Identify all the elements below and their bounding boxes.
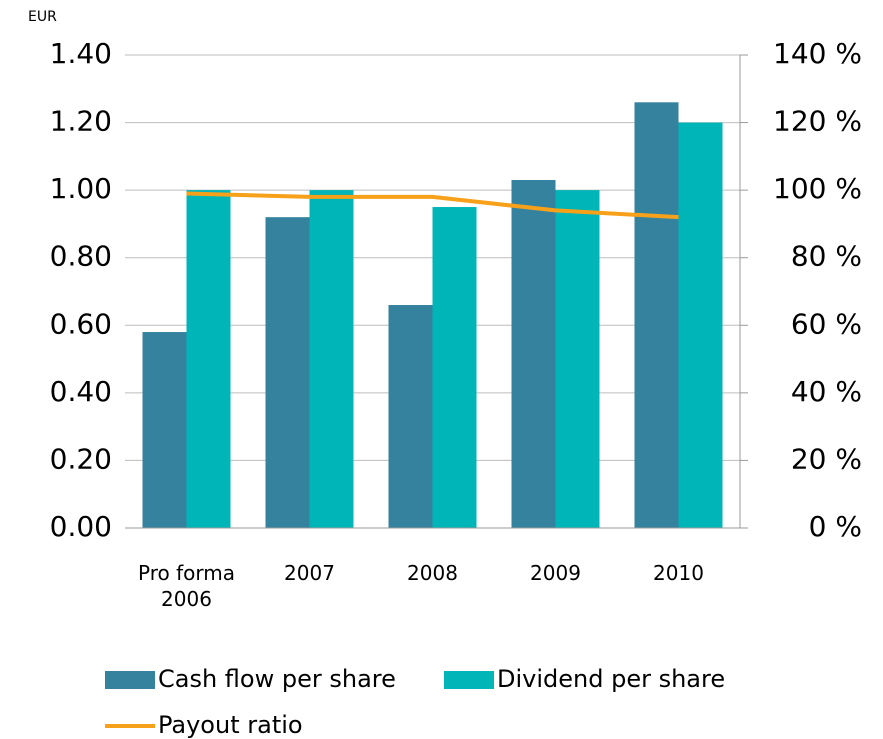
y-tick-label: 0.60 — [50, 307, 112, 340]
bar — [186, 190, 231, 528]
y2-tick-label: 100 % — [773, 172, 862, 205]
y-tick-label: 0.80 — [50, 240, 112, 273]
y2-tick-label: 120 % — [773, 105, 862, 138]
bar — [265, 217, 310, 528]
y-tick-label: 0.20 — [50, 442, 112, 475]
y2-tick-label: 0 % — [809, 510, 862, 543]
bar — [142, 332, 187, 528]
legend-swatch — [444, 671, 494, 689]
bar — [432, 207, 477, 529]
legend-swatch — [105, 671, 155, 689]
x-tick-label: 2010 — [653, 561, 704, 585]
y2-tick-label: 140 % — [773, 37, 862, 70]
bar — [511, 180, 556, 528]
y2-tick-label: 20 % — [791, 442, 862, 475]
x-tick-label: Pro forma 2006 — [138, 561, 235, 611]
y-unit: EUR — [28, 9, 57, 25]
y2-tick-label: 80 % — [791, 240, 862, 273]
y-tick-label: 0.00 — [50, 510, 112, 543]
y2-tick-label: 60 % — [791, 307, 862, 340]
x-tick-label: 2008 — [407, 561, 458, 585]
y-tick-label: 1.00 — [50, 172, 112, 205]
x-tick-label: 2007 — [284, 561, 335, 585]
legend-label: Dividend per share — [497, 665, 725, 693]
line — [186, 191, 679, 220]
bar — [388, 305, 433, 528]
x-tick-label: 2009 — [530, 561, 581, 585]
legend-label: Cash flow per share — [158, 665, 396, 693]
bar — [634, 102, 679, 529]
y-tick-label: 1.40 — [50, 37, 112, 70]
y-tick-label: 1.20 — [50, 105, 112, 138]
y-tick-label: 0.40 — [50, 375, 112, 408]
bar — [678, 122, 723, 529]
bar — [309, 190, 354, 528]
legend-label: Payout ratio — [158, 711, 303, 739]
y2-tick-label: 40 % — [791, 375, 862, 408]
bar — [555, 190, 600, 528]
